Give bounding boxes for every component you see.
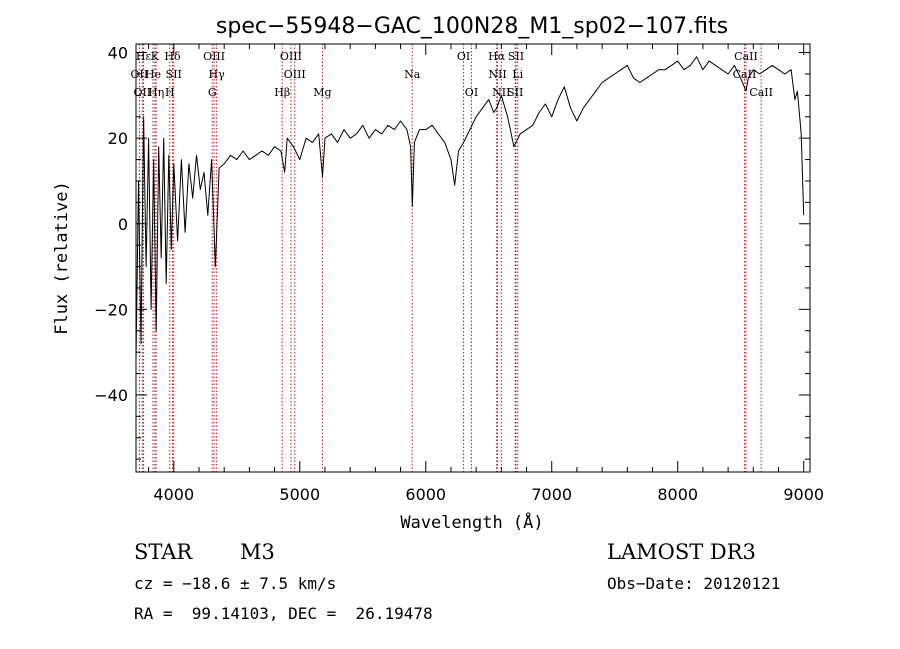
line-label-21: G xyxy=(208,86,217,99)
survey-name: LAMOST DR3 xyxy=(607,540,756,564)
spectral-line-markers xyxy=(138,44,762,472)
line-label-0: Hε xyxy=(136,50,152,63)
line-label-3: OIII xyxy=(203,50,225,63)
line-label-12: Hγ xyxy=(209,68,226,81)
line-label-7: SII xyxy=(508,50,524,63)
plot-frame xyxy=(135,43,811,473)
line-label-17: CaII xyxy=(733,68,757,81)
line-label-15: NII xyxy=(488,68,506,81)
spectral-subclass: M3 xyxy=(240,540,275,564)
y-tick-label-3: −20 xyxy=(94,300,128,319)
line-label-1: K xyxy=(151,50,160,63)
line-label-22: Hβ xyxy=(274,86,290,99)
line-label-20: H xyxy=(165,86,175,99)
axis-ticks: 4000 5000 6000 7000 8000 9000 40 20 0 −20 −40 xyxy=(94,44,824,504)
line-label-26: SII xyxy=(507,86,523,99)
x-tick-label-5: 9000 xyxy=(783,485,824,504)
object-type: STAR xyxy=(134,540,193,564)
x-tick-label-1: 5000 xyxy=(279,485,320,504)
x-tick-label-2: 6000 xyxy=(405,485,446,504)
observation-date: Obs−Date: 20120121 xyxy=(607,574,781,593)
line-label-2: Hδ xyxy=(164,50,181,63)
line-label-19: Hη xyxy=(148,86,164,99)
x-tick-label-4: 8000 xyxy=(657,485,698,504)
y-tick-label-4: −40 xyxy=(94,386,128,405)
line-label-13: OIII xyxy=(284,68,306,81)
x-tick-label-0: 4000 xyxy=(153,485,194,504)
line-label-14: Na xyxy=(404,68,421,81)
line-label-9: OII xyxy=(131,68,149,81)
line-label-5: OI xyxy=(457,50,470,63)
line-label-27: CaII xyxy=(749,86,773,99)
y-tick-label-0: 40 xyxy=(108,44,128,63)
y-tick-label-2: 0 xyxy=(118,215,128,234)
line-label-6: Hα xyxy=(488,50,506,63)
line-label-25: NII xyxy=(492,86,510,99)
line-label-4: OIII xyxy=(280,50,302,63)
series-line-spectrum xyxy=(135,56,805,361)
x-axis-label: Wavelength (Å) xyxy=(400,511,543,533)
x-tick-label-3: 7000 xyxy=(531,485,572,504)
plot-area xyxy=(135,56,805,361)
line-label-23: Mg xyxy=(313,86,331,99)
chart-title: spec−55948−GAC_100N28_M1_sp02−107.fits xyxy=(216,14,728,39)
line-label-24: OI xyxy=(465,86,478,99)
line-label-11: SII xyxy=(166,68,182,81)
y-tick-label-1: 20 xyxy=(108,129,128,148)
redshift-readout: cz = −18.6 ± 7.5 km/s xyxy=(134,574,337,593)
y-axis-label: Flux (relative) xyxy=(52,181,72,335)
coordinates-readout: RA = 99.14103, DEC = 26.19478 xyxy=(134,604,433,623)
line-label-8: CaII xyxy=(734,50,758,63)
line-label-10: He xyxy=(145,68,161,81)
line-label-16: Li xyxy=(512,68,523,81)
